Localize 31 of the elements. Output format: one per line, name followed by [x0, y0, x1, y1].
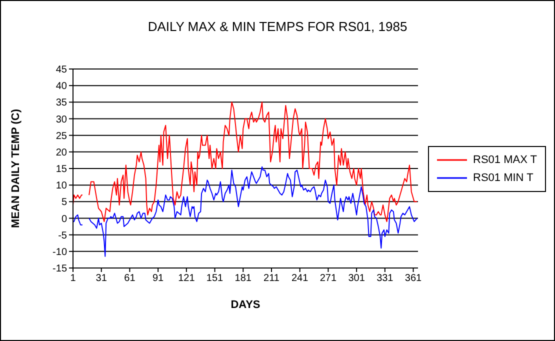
x-tick-label: 61: [124, 273, 136, 284]
y-axis-title: MEAN DAILY TEMP (C): [10, 108, 22, 228]
legend-label: RS01 MAX T: [473, 153, 537, 168]
y-tick-label: 20: [56, 147, 68, 158]
y-tick-label: 10: [56, 180, 68, 192]
y-tick-label: 5: [61, 197, 68, 208]
x-tick-label: 91: [152, 273, 164, 284]
x-axis-title: DAYS: [230, 299, 260, 311]
x-tick-label: 211: [264, 273, 280, 284]
y-tick-label: 0: [61, 214, 68, 225]
x-tick-label: 1: [70, 273, 76, 284]
y-tick-label: -5: [58, 230, 68, 242]
x-tick-label: 31: [96, 273, 108, 284]
x-tick-label: 301: [348, 273, 366, 284]
y-tick-label: 35: [56, 98, 68, 109]
x-tick-label: 151: [206, 273, 224, 284]
x-tick-label: 271: [320, 273, 337, 284]
y-tick-label: 45: [56, 64, 68, 76]
legend-label: RS01 MIN T: [473, 171, 534, 186]
x-tick-label: 361: [404, 273, 422, 284]
y-tick-label: -10: [52, 246, 68, 258]
y-tick-label: -15: [52, 264, 68, 275]
y-tick-label: 15: [56, 164, 68, 176]
x-tick-label: 331: [376, 273, 394, 284]
chart-title: DAILY MAX & MIN TEMPS FOR RS01, 1985: [146, 19, 408, 34]
y-tick-label: 40: [56, 81, 68, 92]
x-tick-label: 121: [178, 273, 196, 284]
x-tick-label: 241: [292, 273, 309, 284]
x-tick-label: 181: [234, 273, 252, 284]
y-tick-label: 30: [56, 114, 68, 126]
y-tick-label: 25: [56, 130, 68, 142]
